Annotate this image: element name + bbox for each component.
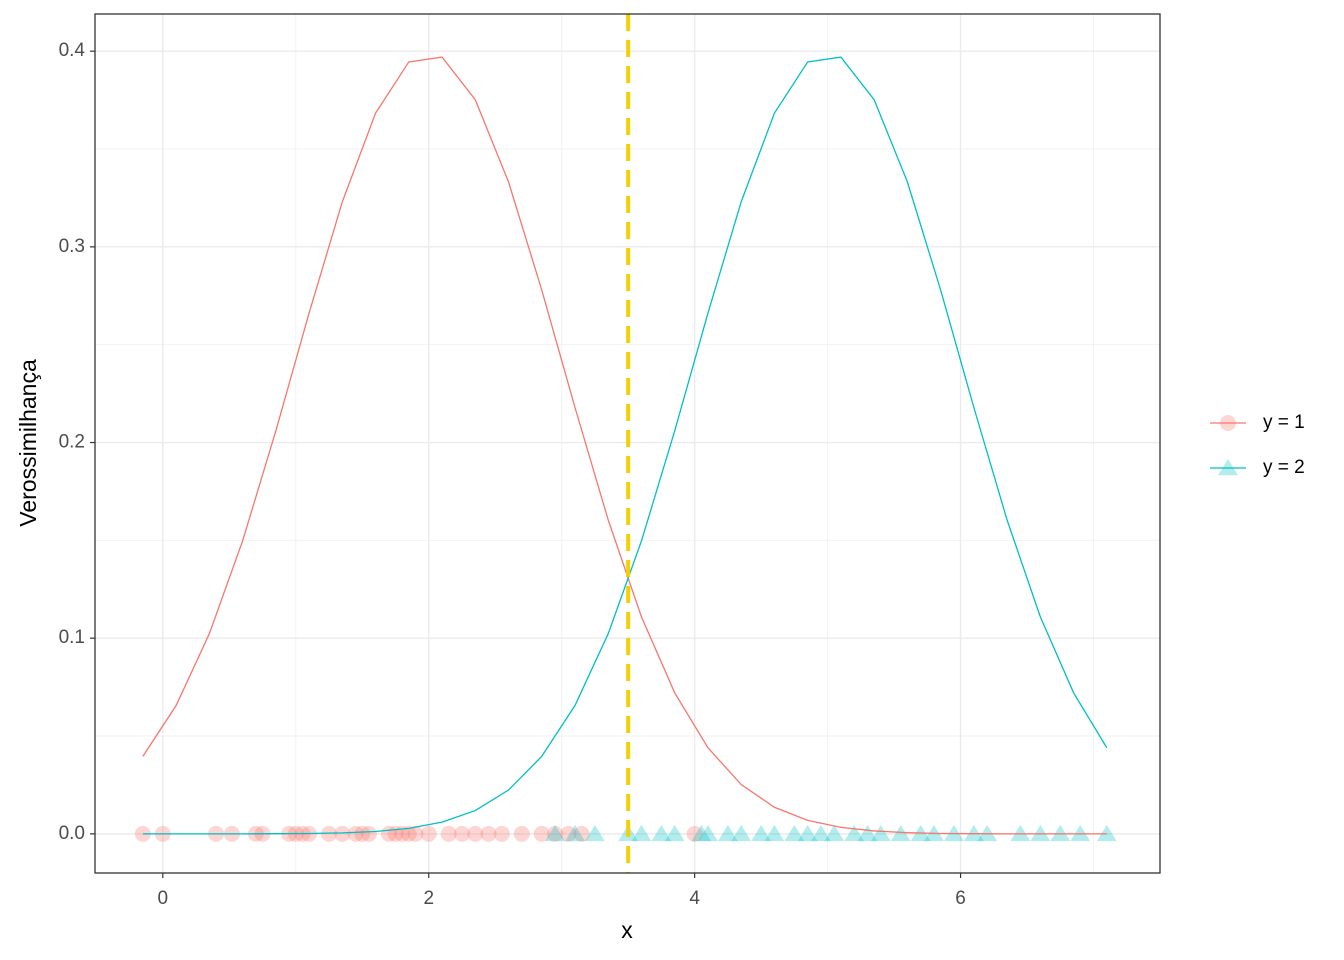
density-line <box>142 56 1107 835</box>
point <box>797 824 818 842</box>
point <box>963 824 984 842</box>
point <box>321 825 338 842</box>
point <box>334 825 351 842</box>
point <box>493 825 510 842</box>
point <box>467 825 484 842</box>
point <box>631 824 652 842</box>
point <box>1096 824 1117 842</box>
point <box>453 825 470 842</box>
point <box>480 825 497 842</box>
point <box>651 824 672 842</box>
x-tick-label: 0 <box>158 888 169 909</box>
point <box>811 824 831 842</box>
x-tick-label: 6 <box>955 888 966 909</box>
point <box>545 824 565 842</box>
point <box>360 825 377 842</box>
point <box>573 825 590 842</box>
point <box>547 825 564 842</box>
y-tick-label: 0.1 <box>59 627 85 648</box>
point <box>824 824 845 842</box>
point <box>844 824 865 842</box>
density-line <box>142 56 1108 835</box>
point <box>560 825 577 842</box>
y-tick-label: 0.0 <box>59 823 85 844</box>
legend-key-marker <box>1218 459 1238 476</box>
panel-border <box>94 13 1161 874</box>
point <box>664 824 685 842</box>
point <box>407 825 424 842</box>
x-axis-title: x <box>621 917 633 943</box>
point <box>857 824 878 842</box>
point <box>784 824 805 842</box>
point <box>870 824 891 842</box>
point <box>977 824 998 842</box>
y-tick-label: 0.4 <box>59 40 86 61</box>
point <box>1050 824 1071 842</box>
x-tick-label: 2 <box>423 888 434 909</box>
point <box>1070 824 1091 842</box>
y-axis-title: Verossimilhança <box>15 359 41 527</box>
point <box>533 825 550 842</box>
point <box>585 824 605 842</box>
point <box>751 824 772 842</box>
point <box>513 825 530 842</box>
point <box>698 824 718 842</box>
point <box>347 825 364 842</box>
y-tick-label: 0.2 <box>59 432 85 453</box>
point <box>731 824 752 842</box>
x-tick-label: 4 <box>689 888 700 909</box>
legend-label: y = 2 <box>1263 457 1305 478</box>
point <box>354 825 371 842</box>
point <box>686 825 703 842</box>
point <box>420 825 437 842</box>
point <box>1010 824 1031 842</box>
point <box>400 825 417 842</box>
y-tick-label: 0.3 <box>59 236 85 257</box>
point <box>717 824 738 842</box>
point <box>691 824 712 842</box>
point <box>440 825 457 842</box>
point <box>764 824 785 842</box>
legend-key-marker <box>1220 415 1236 431</box>
point <box>565 824 585 842</box>
legend-label: y = 1 <box>1263 412 1305 433</box>
point <box>1030 824 1051 842</box>
